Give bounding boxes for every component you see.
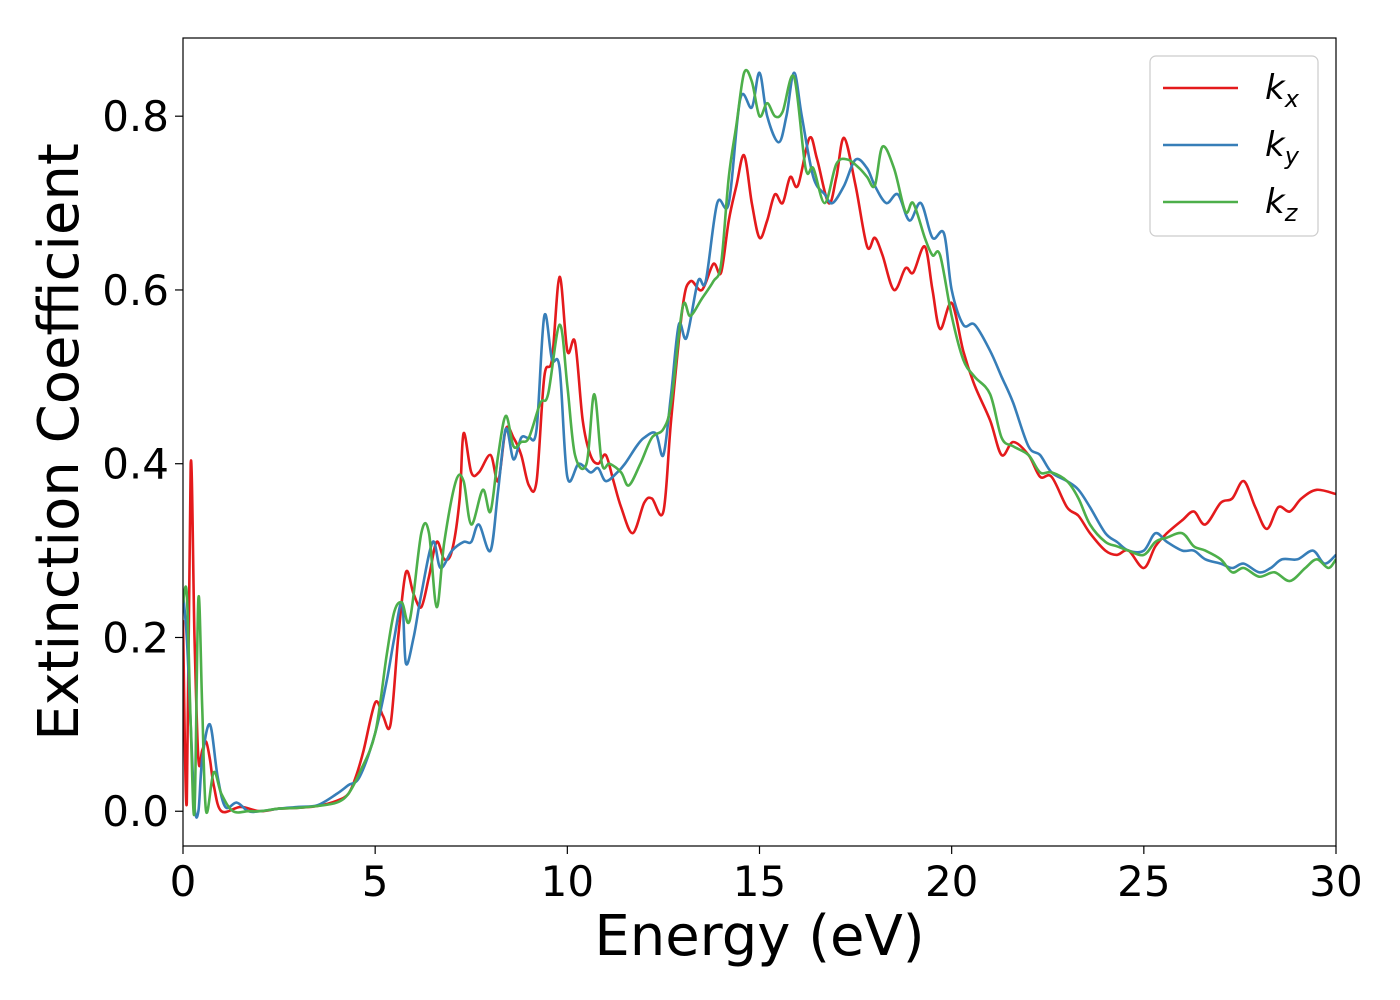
x-axis-title: Energy (eV) xyxy=(594,904,924,969)
legend-label-kx: kx xyxy=(1265,68,1300,113)
y-tick-label: 0.6 xyxy=(102,266,169,315)
y-tick-label: 0.0 xyxy=(102,787,169,836)
y-axis: 0.0 0.2 0.4 0.6 0.8 xyxy=(102,92,183,836)
legend-label-kz: kz xyxy=(1265,182,1299,227)
y-axis-title: Extinction Coefficient xyxy=(27,143,92,741)
x-tick-label: 10 xyxy=(541,857,594,906)
x-axis: 0 5 10 15 20 25 30 xyxy=(170,846,1363,906)
x-tick-label: 15 xyxy=(733,857,786,906)
y-tick-label: 0.4 xyxy=(102,440,169,489)
series-layer xyxy=(183,68,1336,819)
legend-label-ky: ky xyxy=(1265,125,1300,170)
legend: kx ky kz xyxy=(1149,55,1319,237)
y-tick-label: 0.2 xyxy=(102,613,169,662)
x-tick-label: 20 xyxy=(925,857,978,906)
x-tick-label: 0 xyxy=(170,857,197,906)
series-line-kz xyxy=(183,68,1336,816)
y-tick-label: 0.8 xyxy=(102,92,169,141)
x-tick-label: 30 xyxy=(1309,857,1362,906)
x-tick-label: 25 xyxy=(1117,857,1170,906)
x-tick-label: 5 xyxy=(362,857,389,906)
